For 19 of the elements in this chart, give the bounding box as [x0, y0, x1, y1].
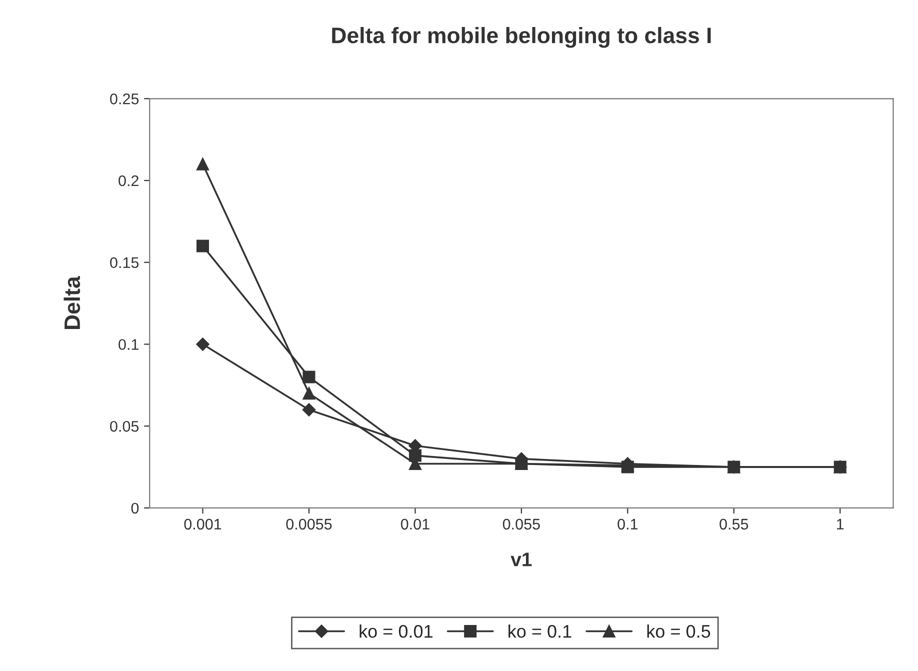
y-axis-title: Delta — [64, 276, 80, 329]
x-tick-label: 1 — [837, 518, 844, 530]
x-tick-label: 0.001 — [184, 518, 222, 530]
x-tick-label: 0.055 — [502, 518, 540, 530]
x-tick-label: 0.01 — [400, 518, 430, 530]
legend-label: ko = 0.1 — [508, 624, 572, 638]
legend-label: ko = 0.01 — [360, 624, 432, 638]
legend-label: ko = 0.5 — [647, 624, 710, 638]
y-tick-label: 0 — [131, 502, 139, 514]
chart-title: Delta for mobile belonging to class I — [332, 26, 711, 48]
y-tick-label: 0.25 — [110, 94, 139, 104]
y-tick-label: 0.15 — [110, 257, 139, 268]
x-axis-title: v1 — [510, 552, 532, 566]
y-tick-label: 0.05 — [110, 420, 139, 432]
y-tick-label: 0.2 — [118, 175, 138, 186]
x-tick-label: 0.1 — [618, 518, 638, 530]
x-tick-label: 0.0055 — [286, 518, 332, 530]
y-tick-label: 0.1 — [118, 339, 138, 350]
x-tick-label: 0.55 — [720, 518, 748, 530]
